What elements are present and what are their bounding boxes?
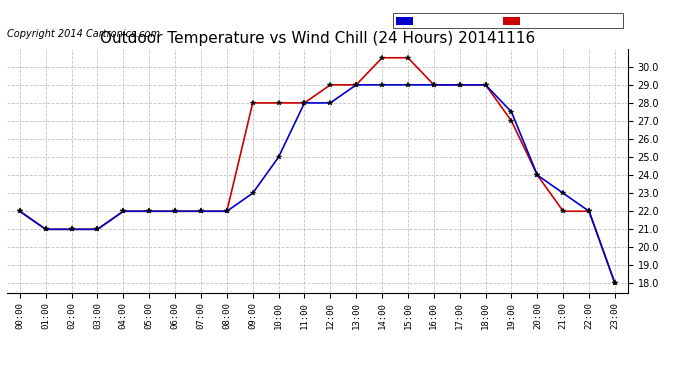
Title: Outdoor Temperature vs Wind Chill (24 Hours) 20141116: Outdoor Temperature vs Wind Chill (24 Ho… <box>100 31 535 46</box>
Text: Copyright 2014 Cartronics.com: Copyright 2014 Cartronics.com <box>7 29 160 39</box>
Legend: Wind Chill  (°F), Temperature  (°F): Wind Chill (°F), Temperature (°F) <box>393 13 623 28</box>
